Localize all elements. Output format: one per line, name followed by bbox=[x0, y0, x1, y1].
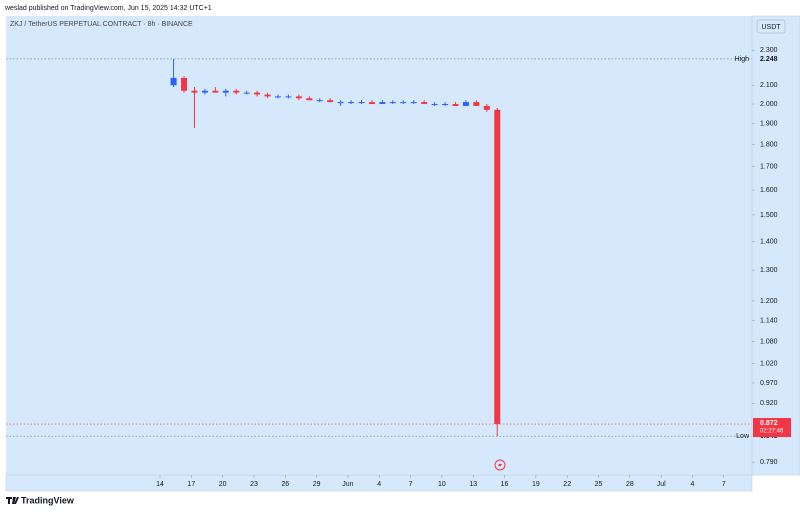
candle-body bbox=[368, 102, 375, 105]
candle-body bbox=[442, 104, 449, 106]
candle-body bbox=[483, 105, 490, 110]
x-tick-label: 7 bbox=[722, 481, 726, 488]
candle-body bbox=[337, 102, 344, 104]
candle-body bbox=[379, 102, 386, 105]
x-tick-label: 13 bbox=[469, 481, 477, 488]
last-price-box bbox=[753, 418, 791, 438]
y-tick-label: 2.100 bbox=[760, 82, 778, 89]
low-marker-label: Low bbox=[736, 433, 750, 440]
x-tick-label: Jun bbox=[342, 481, 353, 488]
candle-body bbox=[462, 102, 469, 106]
candle-body bbox=[452, 104, 459, 106]
y-tick-label: 1.500 bbox=[760, 212, 778, 219]
y-tick-label: 2.300 bbox=[760, 47, 778, 54]
x-tick-label: 23 bbox=[250, 481, 258, 488]
x-tick-label: 7 bbox=[409, 481, 413, 488]
candle-body bbox=[222, 90, 229, 93]
y-tick-label: 1.900 bbox=[760, 121, 778, 128]
high-marker-value: 2.248 bbox=[760, 56, 778, 63]
y-tick-label: 0.970 bbox=[760, 380, 778, 387]
y-tick-label: 1.800 bbox=[760, 141, 778, 148]
plot-area bbox=[6, 16, 752, 475]
candle-body bbox=[243, 92, 250, 94]
x-tick-label: 17 bbox=[187, 481, 195, 488]
event-icon-bolt bbox=[498, 461, 502, 469]
x-tick-label: 19 bbox=[532, 481, 540, 488]
high-marker-label: High bbox=[735, 56, 750, 63]
candle-body bbox=[274, 96, 281, 98]
candle-body bbox=[473, 102, 480, 106]
candle-body bbox=[421, 102, 428, 105]
chart-title: ZKJ / TetherUS PERPETUAL CONTRACT · 8h ·… bbox=[10, 21, 193, 28]
y-tick-label: 1.200 bbox=[760, 298, 778, 305]
currency-box[interactable] bbox=[756, 19, 786, 34]
y-tick-label: 1.600 bbox=[760, 187, 778, 194]
price-axis bbox=[751, 15, 800, 476]
y-tick-label: 1.020 bbox=[760, 360, 778, 367]
x-tick-label: Jul bbox=[657, 481, 666, 488]
candle-body bbox=[295, 96, 302, 99]
candle-body bbox=[316, 100, 323, 102]
y-tick-label: 0.920 bbox=[760, 400, 778, 407]
x-tick-label: 25 bbox=[595, 481, 603, 488]
candle-body bbox=[348, 102, 355, 104]
y-tick-label: 1.700 bbox=[760, 164, 778, 171]
y-tick-label: 1.400 bbox=[760, 238, 778, 245]
x-tick-label: 4 bbox=[691, 481, 695, 488]
candle-body bbox=[264, 94, 271, 97]
candle-body bbox=[389, 102, 396, 104]
candle-body bbox=[285, 96, 292, 98]
y-tick-label: 1.300 bbox=[760, 267, 778, 274]
candle-body bbox=[358, 102, 365, 104]
candle-body bbox=[233, 90, 240, 93]
candle-body bbox=[191, 90, 198, 93]
y-tick-label: 0.790 bbox=[760, 459, 778, 466]
x-tick-label: 10 bbox=[438, 481, 446, 488]
y-tick-label: 1.080 bbox=[760, 338, 778, 345]
y-tick-label: 1.140 bbox=[760, 318, 778, 325]
currency[interactable]: USDT bbox=[761, 24, 781, 31]
candle-body bbox=[254, 92, 261, 95]
x-tick-label: 4 bbox=[377, 481, 381, 488]
brand: TradingView bbox=[21, 495, 75, 505]
candle-body bbox=[181, 77, 188, 91]
candle-body bbox=[410, 102, 417, 104]
candle-body bbox=[327, 100, 334, 103]
x-tick-label: 26 bbox=[281, 481, 289, 488]
brand-logo bbox=[6, 497, 19, 504]
candle-body bbox=[306, 98, 313, 101]
candle-body bbox=[201, 90, 208, 93]
x-tick-label: 22 bbox=[563, 481, 571, 488]
x-tick-label: 16 bbox=[501, 481, 509, 488]
x-tick-label: 20 bbox=[219, 481, 227, 488]
x-tick-label: 28 bbox=[626, 481, 634, 488]
candle-body bbox=[212, 90, 219, 93]
y-tick-label: 2.000 bbox=[760, 101, 778, 108]
candle-body bbox=[494, 109, 501, 425]
event-icon[interactable] bbox=[494, 459, 506, 471]
countdown: 02:27:46 bbox=[760, 429, 784, 435]
time-axis bbox=[5, 474, 753, 492]
header: weslad published on TradingView.com, Jun… bbox=[4, 5, 212, 12]
candle-body bbox=[400, 102, 407, 104]
candle-body bbox=[170, 77, 177, 86]
x-tick-label: 14 bbox=[156, 481, 164, 488]
last-price-label: 0.872 bbox=[760, 420, 778, 427]
x-tick-label: 29 bbox=[313, 481, 321, 488]
candle-body bbox=[431, 104, 438, 106]
